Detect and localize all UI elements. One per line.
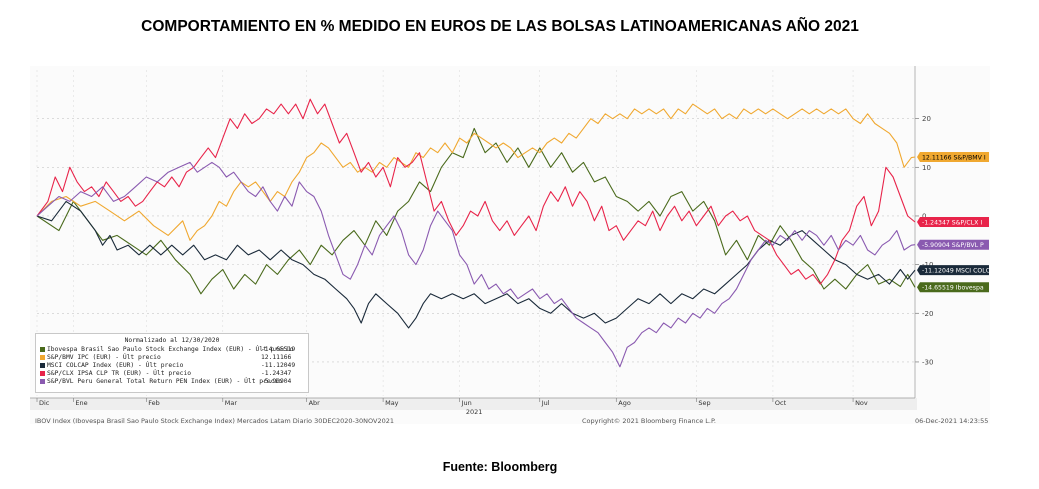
value-tag-ibovespa: -14.65519 Ibovespa	[917, 282, 989, 293]
value-tag-bg	[917, 217, 989, 228]
legend-value: 12.11166	[261, 354, 292, 361]
footer-index-info: IBOV Index (Ibovespa Brasil Sao Paulo St…	[35, 417, 395, 425]
series-line-sp-bvl-peru	[36, 161, 916, 368]
x-tick-label: Jul	[541, 399, 550, 407]
source-note: Fuente: Bloomberg	[442, 460, 558, 474]
x-tick-label: Sep	[698, 399, 710, 407]
legend-value: -5.90904	[261, 378, 292, 385]
legend-header: Normalizado al 12/30/2020	[124, 337, 220, 344]
value-tag-label: -14.65519 Ibovespa	[922, 285, 984, 292]
legend-label: Ibovespa Brasil Sao Paulo Stock Exchange…	[47, 346, 294, 353]
legend-item-bmv: S&P/BMV IPC (EUR) - Últ precio 12.11166	[36, 354, 308, 362]
x-tick-label: Abr	[309, 399, 321, 407]
value-tag-sp-clx-ipsa: -1.24347 S&P/CLX I	[917, 217, 989, 228]
footer-timestamp: 06-Dec-2021 14:23:55	[915, 417, 989, 425]
value-tag-bg	[917, 239, 989, 250]
x-tick-label: Dic	[39, 399, 50, 407]
legend-value: -1.24347	[261, 370, 292, 377]
value-tag-label: 12.11166 S&P/BMV I	[922, 154, 986, 161]
footer-copyright: Copyright© 2021 Bloomberg Finance L.P.	[582, 417, 716, 425]
year-label: 2021	[466, 408, 483, 416]
x-tick-label: Feb	[148, 399, 160, 407]
legend-swatch	[40, 379, 45, 384]
value-tag-bg	[917, 282, 989, 293]
y-tick-label: 10	[922, 164, 931, 172]
chart-title: COMPORTAMIENTO EN % MEDIDO EN EUROS DE L…	[141, 18, 859, 35]
y-tick-label: -20	[922, 310, 933, 318]
value-tag-bg	[917, 265, 989, 276]
value-tag-label: -11.12049 MSCI COLC	[922, 267, 990, 274]
y-tick-label: 0	[922, 212, 926, 220]
legend-item-bvl: S&P/BVL Peru General Total Return PEN In…	[36, 378, 308, 386]
legend-label: MSCI COLCAP Index (EUR) - Últ precio	[47, 362, 184, 369]
x-axis-band	[30, 398, 917, 410]
legend-item-colcap: MSCI COLCAP Index (EUR) - Últ precio -11…	[36, 362, 308, 370]
legend-swatch	[40, 371, 45, 376]
value-tag-msci-colcap: -11.12049 MSCI COLC	[917, 265, 990, 276]
legend-item-ibovespa: Ibovespa Brasil Sao Paulo Stock Exchange…	[36, 346, 308, 354]
value-tag-label: -1.24347 S&P/CLX I	[922, 219, 982, 226]
x-tick-label: Ago	[618, 399, 631, 407]
legend-swatch	[40, 363, 45, 368]
x-tick-label: Ene	[75, 399, 87, 407]
legend-item-ipsa: S&P/CLX IPSA CLP TR (EUR) - Últ precio -…	[36, 370, 308, 378]
legend-swatch	[40, 347, 45, 352]
legend-label: S&P/BMV IPC (EUR) - Últ precio	[47, 354, 161, 361]
y-tick-label: -30	[922, 358, 933, 366]
y-tick-label: 20	[922, 115, 931, 123]
series-line-msci-colcap	[36, 200, 916, 329]
x-tick-label: Jun	[461, 399, 472, 407]
series-line-bmv-ipc	[36, 103, 916, 241]
legend-value: -11.12049	[261, 362, 296, 369]
x-tick-label: Nov	[855, 399, 868, 407]
line-chart: 20100-10-20-30DicEneFebMarAbrMayJunJulAg…	[30, 66, 990, 416]
legend-value: -14.65519	[261, 346, 296, 353]
value-tag-sp-bvl-peru: -5.90904 S&P/BVL P	[917, 239, 989, 250]
legend-swatch	[40, 355, 45, 360]
x-tick-label: Oct	[775, 399, 787, 407]
legend-label: S&P/BVL Peru General Total Return PEN In…	[47, 378, 283, 385]
value-tag-label: -5.90904 S&P/BVL P	[922, 242, 984, 249]
x-tick-label: May	[385, 399, 399, 407]
legend-label: S&P/CLX IPSA CLP TR (EUR) - Últ precio	[47, 370, 192, 377]
value-tag-bg	[917, 152, 989, 163]
x-tick-label: Mar	[225, 399, 238, 407]
series-line-ibovespa	[36, 127, 916, 295]
value-tag-bmv-ipc: 12.11166 S&P/BMV I	[917, 152, 989, 163]
series-line-sp-clx-ipsa	[36, 98, 916, 285]
legend: Normalizado al 12/30/2020 Ibovespa Brasi…	[35, 333, 309, 393]
